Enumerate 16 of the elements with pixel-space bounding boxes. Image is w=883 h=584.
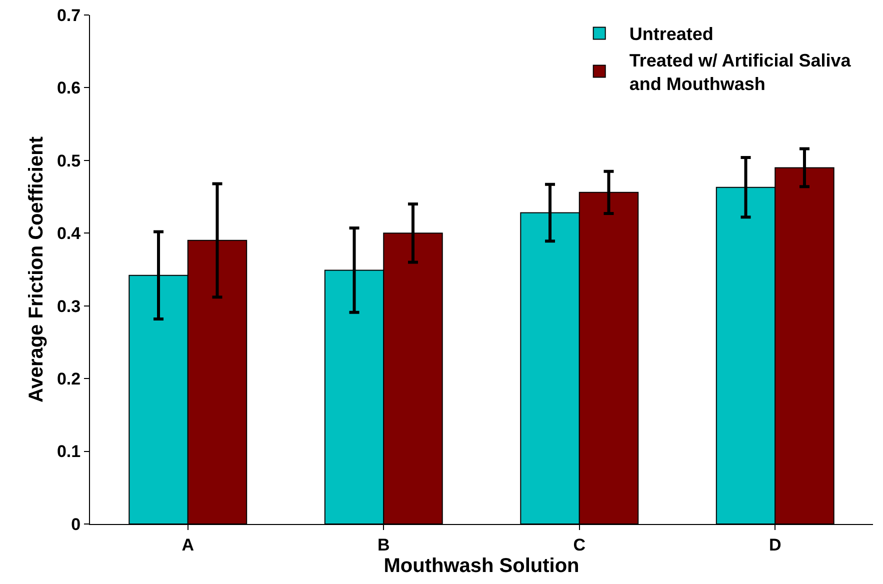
y-tick-label: 0.2	[56, 370, 81, 389]
x-tick-label: D	[768, 535, 782, 554]
y-tick-label: 0.6	[56, 78, 81, 98]
x-tick-label: B	[377, 535, 390, 554]
y-tick-label: 0.3	[56, 296, 81, 316]
y-tick-label: 0.7	[56, 6, 81, 25]
y-tick-label: 0.1	[56, 442, 81, 462]
x-axis-title: Mouthwash Solution	[384, 554, 580, 577]
legend-label: Untreated	[629, 24, 714, 44]
legend-label: Treated w/ Artificial Saliva and Mouthwash	[629, 50, 852, 94]
y-tick-label: 0.4	[56, 224, 82, 244]
y-tick-label: 0	[71, 514, 81, 534]
y-axis-title: Average Friction Coefficient	[25, 136, 48, 402]
x-tick-label: C	[573, 535, 586, 554]
y-tick-label: 0.5	[56, 151, 81, 170]
x-tick-label: A	[182, 535, 194, 554]
